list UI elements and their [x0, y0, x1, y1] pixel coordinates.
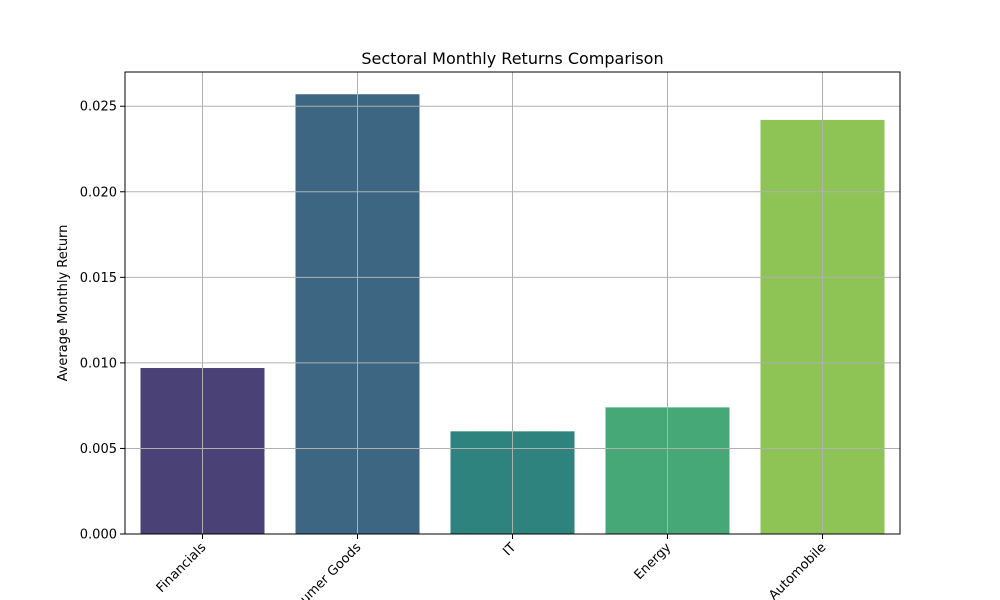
y-tick-label: 0.000 — [80, 528, 117, 543]
y-tick-label: 0.025 — [80, 100, 117, 115]
x-axis-ticks: Financials Consumer Goods IT Energy Automobi… — [154, 534, 829, 600]
x-tick-label: Financials — [154, 540, 210, 596]
y-axis-ticks: 0.000 0.005 0.010 0.015 0.020 0.025 — [80, 100, 125, 543]
y-tick-label: 0.020 — [80, 185, 117, 200]
y-tick-label: 0.005 — [80, 442, 117, 457]
x-tick-label: IT — [500, 540, 519, 559]
x-tick-label: Automobile — [766, 540, 829, 600]
x-tick-label: Energy — [632, 540, 675, 583]
chart-title: Sectoral Monthly Returns Comparison — [361, 49, 663, 68]
plot-frame — [124, 71, 901, 535]
grid-lines — [125, 72, 900, 535]
y-tick-label: 0.010 — [80, 356, 117, 371]
x-tick-label: Consumer Goods — [275, 540, 365, 600]
y-tick-label: 0.015 — [80, 271, 117, 286]
y-axis-label: Average Monthly Return — [56, 225, 71, 382]
